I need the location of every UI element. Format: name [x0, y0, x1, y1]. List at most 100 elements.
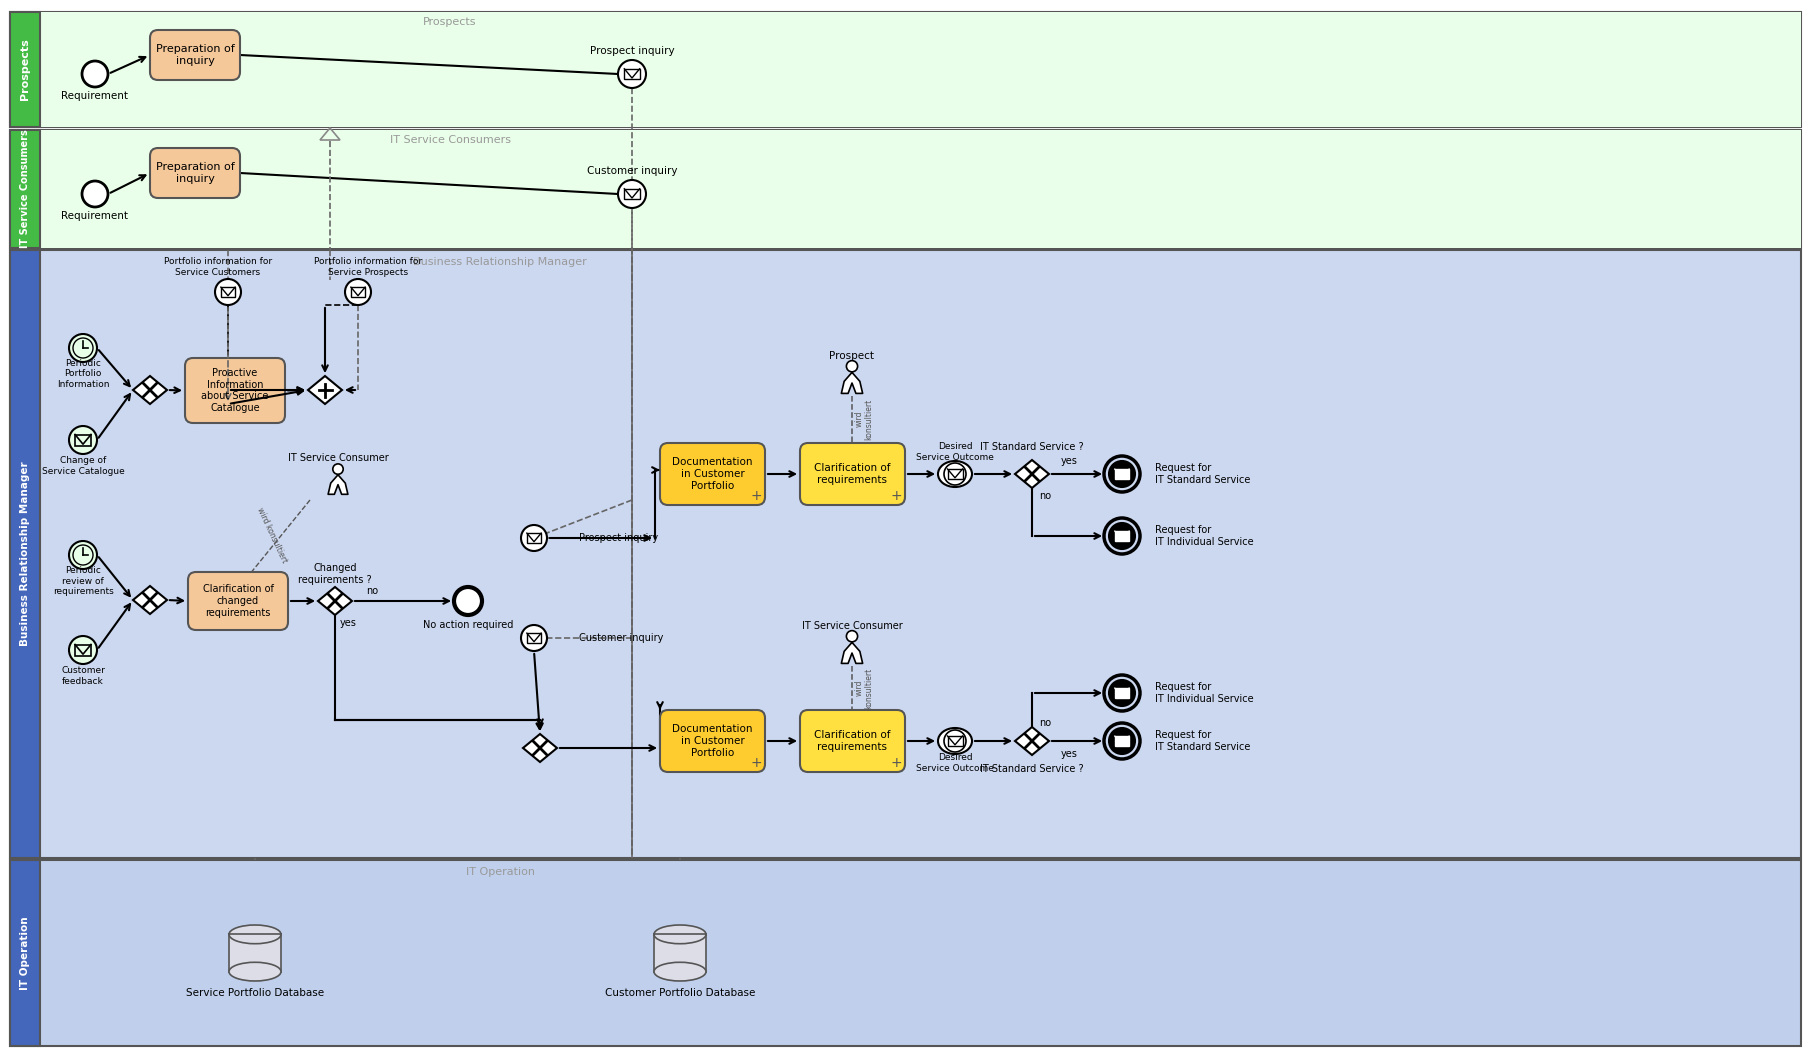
Bar	[527, 533, 541, 543]
Bar	[947, 469, 962, 479]
Text: Portfolio information for
Service Prospects: Portfolio information for Service Prospe…	[313, 257, 422, 276]
Text: Desired
Service Outcome: Desired Service Outcome	[916, 443, 994, 462]
Text: Business Relationship Manager: Business Relationship Manager	[413, 257, 587, 267]
Text: Prospect: Prospect	[829, 351, 875, 361]
Bar	[11, 12, 1800, 127]
Circle shape	[944, 463, 965, 485]
Text: Customer
feedback: Customer feedback	[62, 666, 105, 685]
Text: Prospect inquiry: Prospect inquiry	[590, 46, 674, 56]
Text: Customer Portfolio Database: Customer Portfolio Database	[605, 988, 755, 998]
Bar	[11, 250, 40, 858]
Bar	[625, 69, 639, 79]
Text: Preparation of
inquiry: Preparation of inquiry	[156, 162, 234, 184]
Text: IT Standard Service ?: IT Standard Service ?	[980, 764, 1083, 774]
Circle shape	[522, 625, 547, 651]
Text: IT Operation: IT Operation	[20, 916, 31, 990]
Circle shape	[69, 541, 98, 569]
Text: Request for
IT Individual Service: Request for IT Individual Service	[1155, 682, 1253, 704]
FancyBboxPatch shape	[800, 443, 906, 505]
Text: yes: yes	[1061, 749, 1078, 759]
Text: IT Service Consumers: IT Service Consumers	[20, 129, 31, 249]
Text: Service Portfolio Database: Service Portfolio Database	[187, 988, 324, 998]
Ellipse shape	[228, 925, 281, 944]
Bar	[40, 130, 1800, 248]
Circle shape	[346, 279, 371, 305]
Bar	[1116, 688, 1128, 698]
Ellipse shape	[654, 963, 706, 981]
Bar	[351, 287, 366, 297]
Polygon shape	[1014, 460, 1049, 488]
Text: Requirement: Requirement	[62, 91, 129, 101]
Text: Customer inquiry: Customer inquiry	[580, 633, 663, 643]
Text: wird konsultiert: wird konsultiert	[255, 506, 288, 564]
Circle shape	[81, 61, 109, 87]
Polygon shape	[328, 474, 348, 495]
Text: Documentation
in Customer
Portfolio: Documentation in Customer Portfolio	[672, 457, 753, 490]
Text: IT Standard Service ?: IT Standard Service ?	[980, 442, 1083, 452]
Text: Prospect inquiry: Prospect inquiry	[580, 533, 657, 543]
FancyBboxPatch shape	[659, 710, 764, 772]
Text: Clarification of
requirements: Clarification of requirements	[815, 731, 891, 752]
Ellipse shape	[938, 728, 973, 754]
Circle shape	[69, 426, 98, 454]
Bar	[527, 633, 541, 643]
Bar	[1116, 469, 1128, 479]
Circle shape	[333, 464, 344, 474]
Bar	[11, 130, 1800, 248]
Text: Request for
IT Standard Service: Request for IT Standard Service	[1155, 463, 1250, 485]
Circle shape	[1108, 728, 1135, 754]
Ellipse shape	[228, 963, 281, 981]
Bar	[947, 736, 962, 746]
Text: Prospects: Prospects	[20, 38, 31, 101]
Text: Prospects: Prospects	[424, 17, 476, 26]
Text: Customer inquiry: Customer inquiry	[587, 166, 677, 176]
FancyBboxPatch shape	[150, 30, 241, 80]
Text: Business Relationship Manager: Business Relationship Manager	[20, 462, 31, 646]
Text: no: no	[1040, 718, 1050, 728]
Bar	[654, 934, 706, 972]
Circle shape	[618, 180, 647, 208]
Circle shape	[846, 361, 858, 372]
Circle shape	[1108, 523, 1135, 549]
Text: IT Service Consumers: IT Service Consumers	[389, 134, 511, 145]
Text: yes: yes	[340, 618, 357, 628]
FancyBboxPatch shape	[150, 148, 241, 198]
Text: Periodic
review of
requirements: Periodic review of requirements	[53, 567, 114, 596]
Ellipse shape	[938, 461, 973, 487]
Bar	[625, 189, 639, 199]
Circle shape	[69, 334, 98, 362]
Text: No action required: No action required	[422, 620, 513, 630]
Bar	[74, 645, 91, 656]
Circle shape	[618, 60, 647, 88]
Bar	[11, 130, 40, 248]
Text: Clarification of
changed
requirements: Clarification of changed requirements	[203, 585, 273, 617]
Text: Change of
Service Catalogue: Change of Service Catalogue	[42, 456, 125, 475]
Text: Clarification of
requirements: Clarification of requirements	[815, 463, 891, 485]
Polygon shape	[132, 376, 167, 403]
Circle shape	[216, 279, 241, 305]
Text: no: no	[1040, 491, 1050, 501]
Polygon shape	[132, 586, 167, 614]
Bar	[11, 860, 40, 1046]
Circle shape	[455, 587, 482, 615]
Ellipse shape	[654, 925, 706, 944]
Polygon shape	[842, 643, 862, 663]
Circle shape	[81, 181, 109, 207]
FancyBboxPatch shape	[185, 358, 284, 423]
FancyBboxPatch shape	[800, 710, 906, 772]
Circle shape	[1108, 680, 1135, 706]
Text: no: no	[366, 586, 378, 596]
Bar	[11, 12, 40, 127]
Polygon shape	[523, 734, 558, 762]
Text: Documentation
in Customer
Portfolio: Documentation in Customer Portfolio	[672, 724, 753, 757]
Text: Desired
Service Outcome: Desired Service Outcome	[916, 753, 994, 773]
Text: Requirement: Requirement	[62, 211, 129, 221]
Text: +: +	[750, 489, 762, 503]
Bar	[40, 12, 1800, 127]
Polygon shape	[1014, 726, 1049, 755]
Circle shape	[1108, 461, 1135, 487]
Text: Portfolio information for
Service Customers: Portfolio information for Service Custom…	[165, 257, 272, 276]
Text: Proactive
Information
about Service
Catalogue: Proactive Information about Service Cata…	[201, 369, 268, 413]
Text: Request for
IT Standard Service: Request for IT Standard Service	[1155, 731, 1250, 752]
Circle shape	[944, 730, 965, 752]
